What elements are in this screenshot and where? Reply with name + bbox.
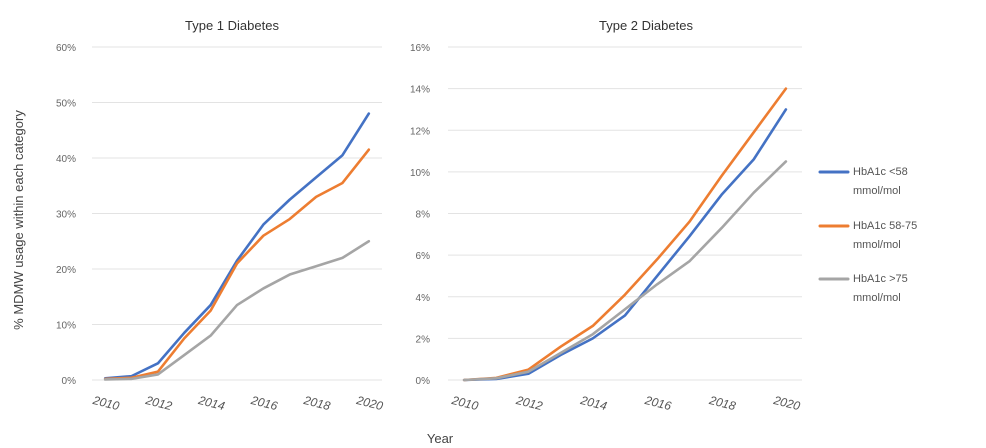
- type2-y-tick-label: 10%: [410, 168, 430, 179]
- legend: HbA1c <58 mmol/mol HbA1c 58-75 mmol/mol …: [818, 166, 917, 304]
- type2-x-tick-label: 2016: [643, 393, 674, 413]
- type2-series-line-3: [462, 160, 788, 382]
- type1-y-tick-label: 40%: [56, 154, 76, 165]
- type1-x-tick-label: 2016: [249, 393, 280, 413]
- type2-series-line-1: [462, 108, 788, 382]
- type1-y-tick-label: 50%: [56, 99, 76, 110]
- type2-y-tick-label: 0%: [416, 376, 431, 387]
- legend-label-hba1c-over-75-unit: mmol/mol: [853, 292, 901, 304]
- type2-y-tick-label: 14%: [410, 85, 430, 96]
- type2-chart-title: Type 2 Diabetes: [599, 18, 693, 33]
- type1-x-tick-label: 2018: [301, 393, 332, 413]
- type2-x-tick-label: 2020: [771, 393, 802, 413]
- type1-y-tick-label: 60%: [56, 43, 76, 54]
- type2-x-tick-label: 2010: [449, 393, 480, 413]
- type1-x-tick-label: 2020: [354, 393, 385, 413]
- type1-series-line-2: [103, 148, 371, 381]
- type2-x-tick-label: 2018: [707, 393, 738, 413]
- type2-y-tick-label: 12%: [410, 126, 430, 137]
- type1-y-tick-label: 30%: [56, 210, 76, 221]
- type2-y-tick-label: 8%: [416, 210, 431, 221]
- type1-series-line-3: [103, 239, 371, 381]
- type1-x-tick-label: 2014: [196, 393, 227, 413]
- legend-label-hba1c-over-75: HbA1c >75: [853, 273, 908, 285]
- type2-y-tick-label: 16%: [410, 43, 430, 54]
- type2-y-tick-label: 2%: [416, 334, 431, 345]
- type2-y-tick-label: 6%: [416, 251, 431, 262]
- type1-x-tick-label: 2010: [91, 393, 122, 413]
- type1-x-tick-label: 2012: [143, 393, 174, 413]
- type1-chart-panel: Type 1 Diabetes 0% 10% 20% 30% 40% 50% 60% 2010 2…: [56, 18, 385, 413]
- type1-chart-title: Type 1 Diabetes: [185, 18, 279, 33]
- legend-label-hba1c-58-75-unit: mmol/mol: [853, 239, 901, 251]
- type2-y-tick-label: 4%: [416, 293, 431, 304]
- type1-y-tick-label: 0%: [62, 376, 77, 387]
- y-axis-label: % MDMW usage within each category: [11, 110, 26, 330]
- type1-y-tick-label: 20%: [56, 265, 76, 276]
- type2-x-tick-label: 2012: [514, 393, 545, 413]
- type2-x-tick-label: 2014: [578, 393, 609, 413]
- legend-label-hba1c-under-58-unit: mmol/mol: [853, 185, 901, 197]
- legend-label-hba1c-58-75: HbA1c 58-75: [853, 220, 917, 232]
- type2-series-line-2: [462, 87, 788, 382]
- type1-series-line-1: [103, 112, 371, 380]
- type2-chart-panel: Type 2 Diabetes 0% 2% 4% 6% 8% 10% 12% 14% 16% 201…: [410, 18, 802, 413]
- type1-y-tick-label: 10%: [56, 321, 76, 332]
- x-axis-label: Year: [427, 431, 454, 446]
- legend-label-hba1c-under-58: HbA1c <58: [853, 166, 908, 178]
